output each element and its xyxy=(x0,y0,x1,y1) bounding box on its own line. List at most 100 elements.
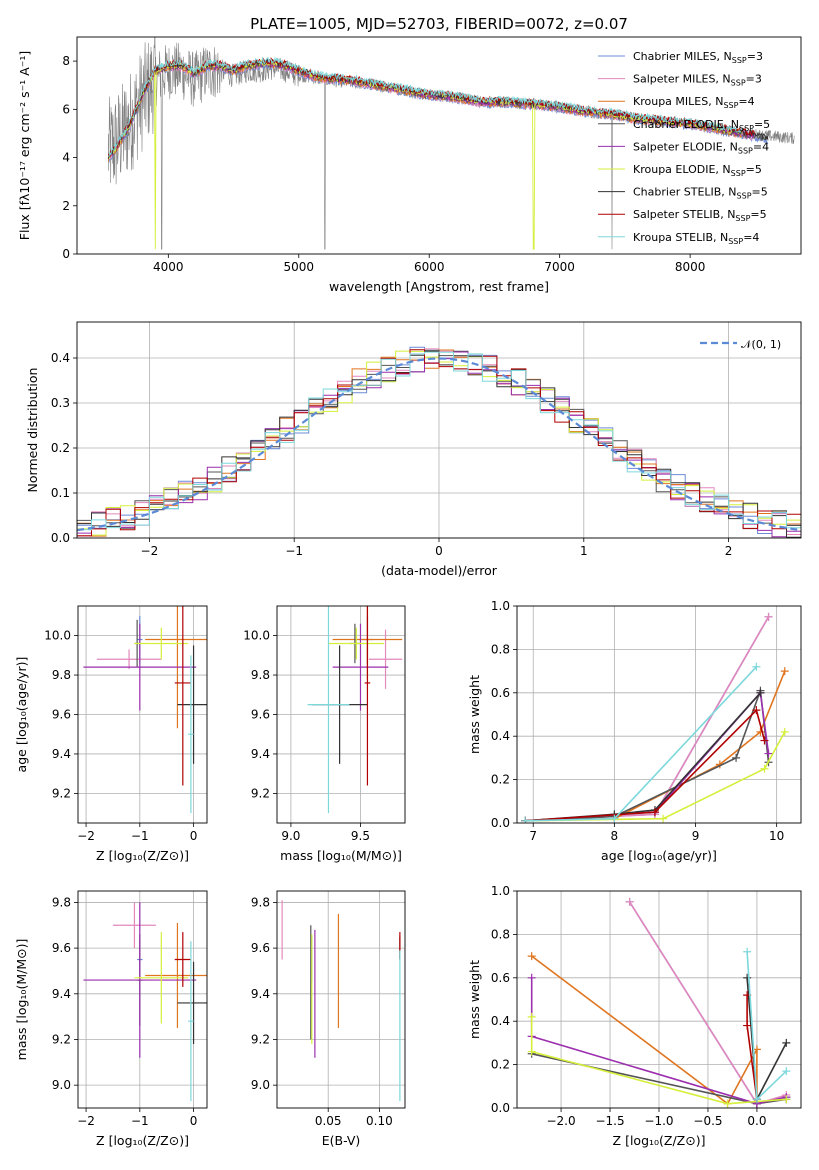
y-tick-label: 0.0 xyxy=(491,816,510,830)
weight-line-2 xyxy=(525,670,786,822)
x-tick-label: 4000 xyxy=(153,260,184,274)
weight-marker xyxy=(521,816,530,823)
y-tick-label: 0.2 xyxy=(491,1058,510,1072)
x-tick-label: −1.5 xyxy=(595,1114,624,1128)
x-axis-label: age [log₁₀(age/yr)] xyxy=(601,848,717,863)
y-tick-label: 9.0 xyxy=(52,1078,71,1092)
x-tick-label: 2 xyxy=(725,544,733,558)
weight-marker xyxy=(527,1012,536,1021)
weight-marker xyxy=(764,749,773,758)
x-tick-label: 9 xyxy=(692,829,700,843)
y-tick-label: 8 xyxy=(62,54,70,68)
weight-line-8 xyxy=(525,666,757,822)
x-tick-label: 7000 xyxy=(544,260,575,274)
weight-marker xyxy=(780,727,789,736)
y-tick-label: 10.0 xyxy=(243,629,270,643)
weight-marker xyxy=(527,952,536,961)
x-tick-label: −1 xyxy=(131,829,149,843)
x-tick-label: 0 xyxy=(435,544,443,558)
legend-entry-0: Chabrier MILES, NSSP=3 xyxy=(633,50,763,65)
weight-marker xyxy=(527,1047,536,1056)
x-tick-label: 7 xyxy=(529,829,537,843)
weight-marker xyxy=(764,612,773,621)
legend-entry-5: Kroupa ELODIE, NSSP=5 xyxy=(633,163,762,178)
plot-area xyxy=(78,606,207,823)
x-tick-label: −2 xyxy=(77,829,95,843)
legend-entry-3: Chabrier ELODIE, NSSP=5 xyxy=(633,118,770,133)
axes-frame xyxy=(276,605,406,824)
x-tick-label: 1 xyxy=(580,544,588,558)
x-axis-label: E(B-V) xyxy=(322,1133,361,1148)
y-tick-label: 0.0 xyxy=(51,531,70,545)
x-tick-label: 0.0 xyxy=(747,1114,766,1128)
plot-area xyxy=(107,37,795,250)
panel-residuals: −2 −1 0 1 2 0.0 0.1 0.2 0.3 0.4 (data-model)/error… xyxy=(25,321,802,578)
y-tick-label: 0.6 xyxy=(491,686,510,700)
x-tick-label: −2.0 xyxy=(546,1114,575,1128)
x-tick-label: 9.5 xyxy=(351,829,370,843)
x-tick-label: 0 xyxy=(190,1114,198,1128)
y-tick-label: 9.0 xyxy=(251,1078,270,1092)
x-axis-label: (data-model)/error xyxy=(381,563,498,578)
weight-marker xyxy=(756,727,765,736)
weight-line-6 xyxy=(525,692,761,822)
y-tick-label: 9.6 xyxy=(251,941,270,955)
y-tick-label: 9.4 xyxy=(251,987,270,1001)
weight-marker xyxy=(780,667,789,676)
y-tick-label: 9.2 xyxy=(52,1032,71,1046)
y-tick-label: 0.6 xyxy=(491,971,510,985)
weight-marker xyxy=(782,1038,791,1047)
y-tick-label: 0.4 xyxy=(51,351,70,365)
legend-entry-2: Kroupa MILES, NSSP=4 xyxy=(633,95,755,110)
y-tick-label: 9.4 xyxy=(52,747,71,761)
weight-marker xyxy=(743,973,752,982)
y-axis-label: mass weight xyxy=(467,675,482,754)
legend-entry-normal: 𝒩(0, 1) xyxy=(741,338,781,351)
weight-marker xyxy=(760,736,769,745)
x-axis-label: Z [log₁₀(Z/Z⊙)] xyxy=(96,1133,189,1148)
weight-marker xyxy=(723,1099,732,1108)
x-tick-label: −1 xyxy=(131,1114,149,1128)
weight-marker xyxy=(756,688,765,697)
x-axis-label: wavelength [Angstrom, rest frame] xyxy=(329,279,549,294)
weight-line-7 xyxy=(525,708,766,822)
x-tick-label: 6000 xyxy=(414,260,445,274)
weight-line-1 xyxy=(525,616,770,822)
axes-frame xyxy=(76,36,802,255)
panel-weight-vs-age: 7 8 9 10 0.0 0.2 0.4 0.6 0.8 1.0 age [log₁₀(age/yr… xyxy=(467,599,802,863)
x-tick-label: 0.10 xyxy=(366,1114,393,1128)
y-axis-label: mass weight xyxy=(467,960,482,1039)
weight-marker xyxy=(625,897,634,906)
y-tick-label: 9.4 xyxy=(251,747,270,761)
y-tick-label: 1.0 xyxy=(491,884,510,898)
weight-marker xyxy=(752,1095,761,1104)
legend-entry-7: Salpeter STELIB, NSSP=5 xyxy=(633,208,767,223)
weight-marker xyxy=(527,973,536,982)
y-tick-label: 4 xyxy=(62,151,70,165)
weight-marker xyxy=(782,1095,791,1104)
x-tick-label: 0.05 xyxy=(315,1114,342,1128)
panel-age-vs-mass: 9.0 9.5 9.2 9.4 9.6 9.8 10.0 mass [log₁₀(M/M⊙)] xyxy=(243,605,406,863)
x-tick-label: 8000 xyxy=(675,260,706,274)
weight-marker xyxy=(659,814,668,823)
x-tick-label: 9.0 xyxy=(281,829,300,843)
y-axis-label: mass [log₁₀(M/M⊙)] xyxy=(14,939,29,1061)
y-tick-label: 9.4 xyxy=(52,987,71,1001)
y-tick-label: 9.8 xyxy=(52,668,71,682)
residual-histogram-8 xyxy=(77,351,801,538)
weight-marker xyxy=(752,662,761,671)
plot-area xyxy=(277,891,405,1108)
panel-spectrum: 4000 5000 6000 7000 8000 0 2 4 6 8 wavelength [Ang… xyxy=(17,15,802,294)
y-tick-label: 0.1 xyxy=(51,486,70,500)
y-tick-label: 0.4 xyxy=(491,729,510,743)
x-tick-label: −2 xyxy=(141,544,159,558)
x-axis-label: mass [log₁₀(M/M⊙)] xyxy=(280,848,402,863)
panel-age-vs-z: −2 −1 0 9.2 9.4 9.6 9.8 10.0 Z [log₁₀(Z/Z⊙)] age … xyxy=(14,605,208,863)
y-tick-label: 0 xyxy=(62,247,70,261)
legend-entry-1: Salpeter MILES, NSSP=3 xyxy=(633,73,762,88)
legend-entry-4: Salpeter ELODIE, NSSP=4 xyxy=(633,140,769,155)
y-tick-label: 0.3 xyxy=(51,396,70,410)
y-tick-label: 9.2 xyxy=(52,786,71,800)
weight-marker xyxy=(650,808,659,817)
